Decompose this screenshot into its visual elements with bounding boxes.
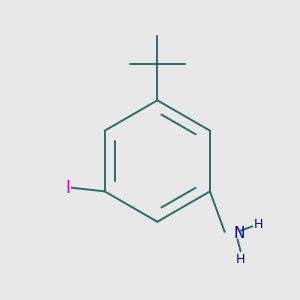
Text: I: I <box>65 179 70 197</box>
Text: N: N <box>234 226 245 241</box>
Text: H: H <box>254 218 263 231</box>
Text: H: H <box>236 253 245 266</box>
